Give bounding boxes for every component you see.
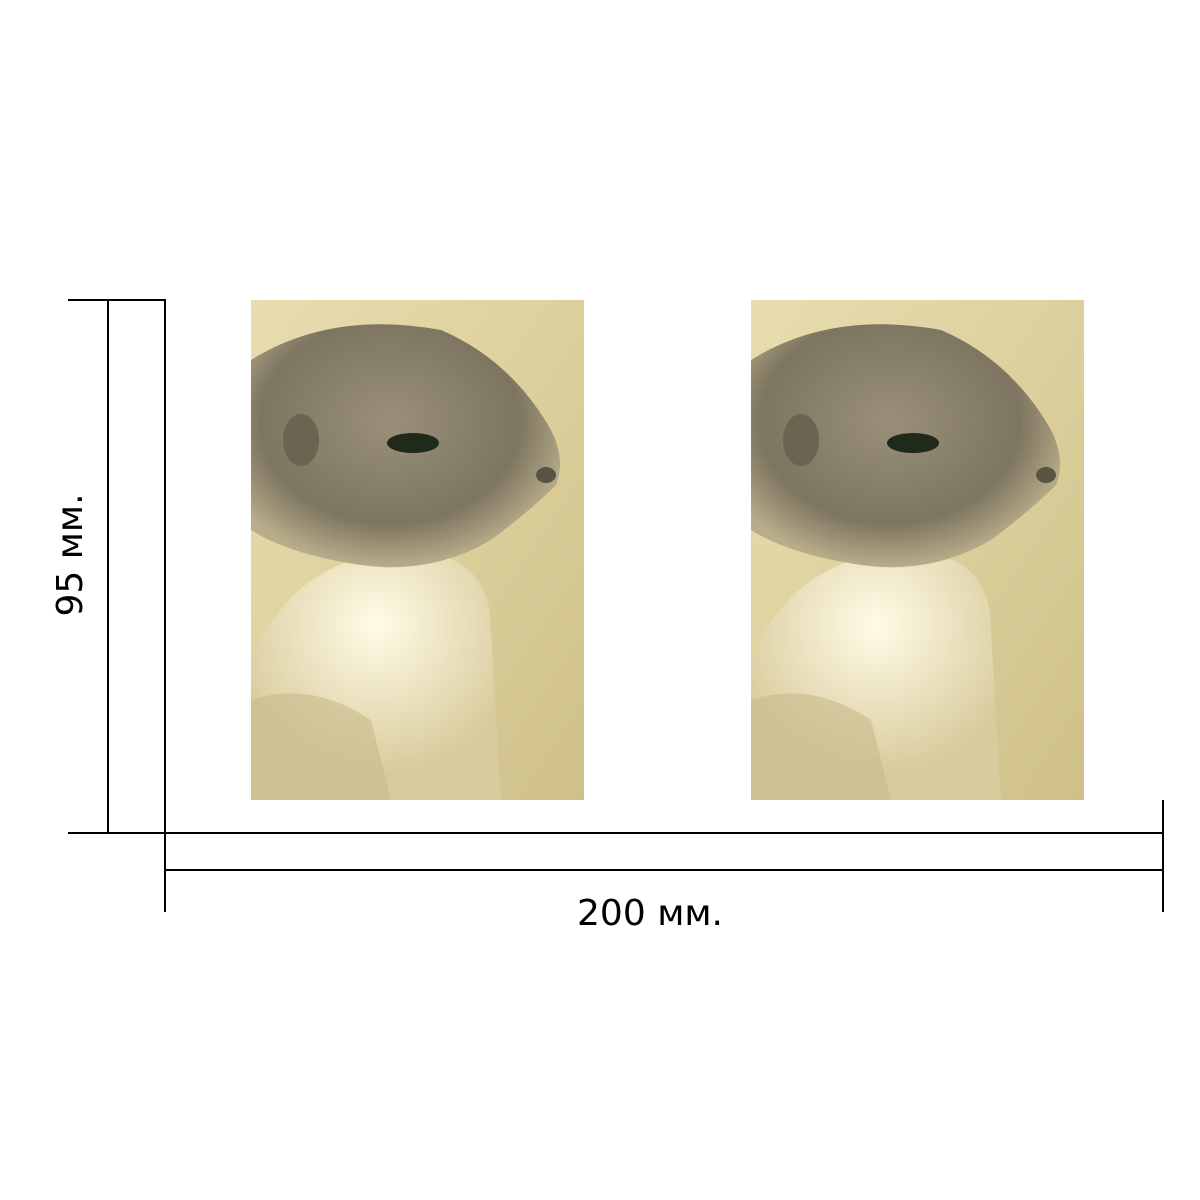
photo-left bbox=[251, 300, 584, 800]
height-label: 95 мм. bbox=[50, 493, 91, 616]
photo-right bbox=[751, 300, 1084, 800]
width-dimension: 200 мм. bbox=[164, 800, 1164, 934]
height-dimension: 95 мм. bbox=[50, 299, 166, 834]
width-label: 200 мм. bbox=[577, 893, 723, 934]
